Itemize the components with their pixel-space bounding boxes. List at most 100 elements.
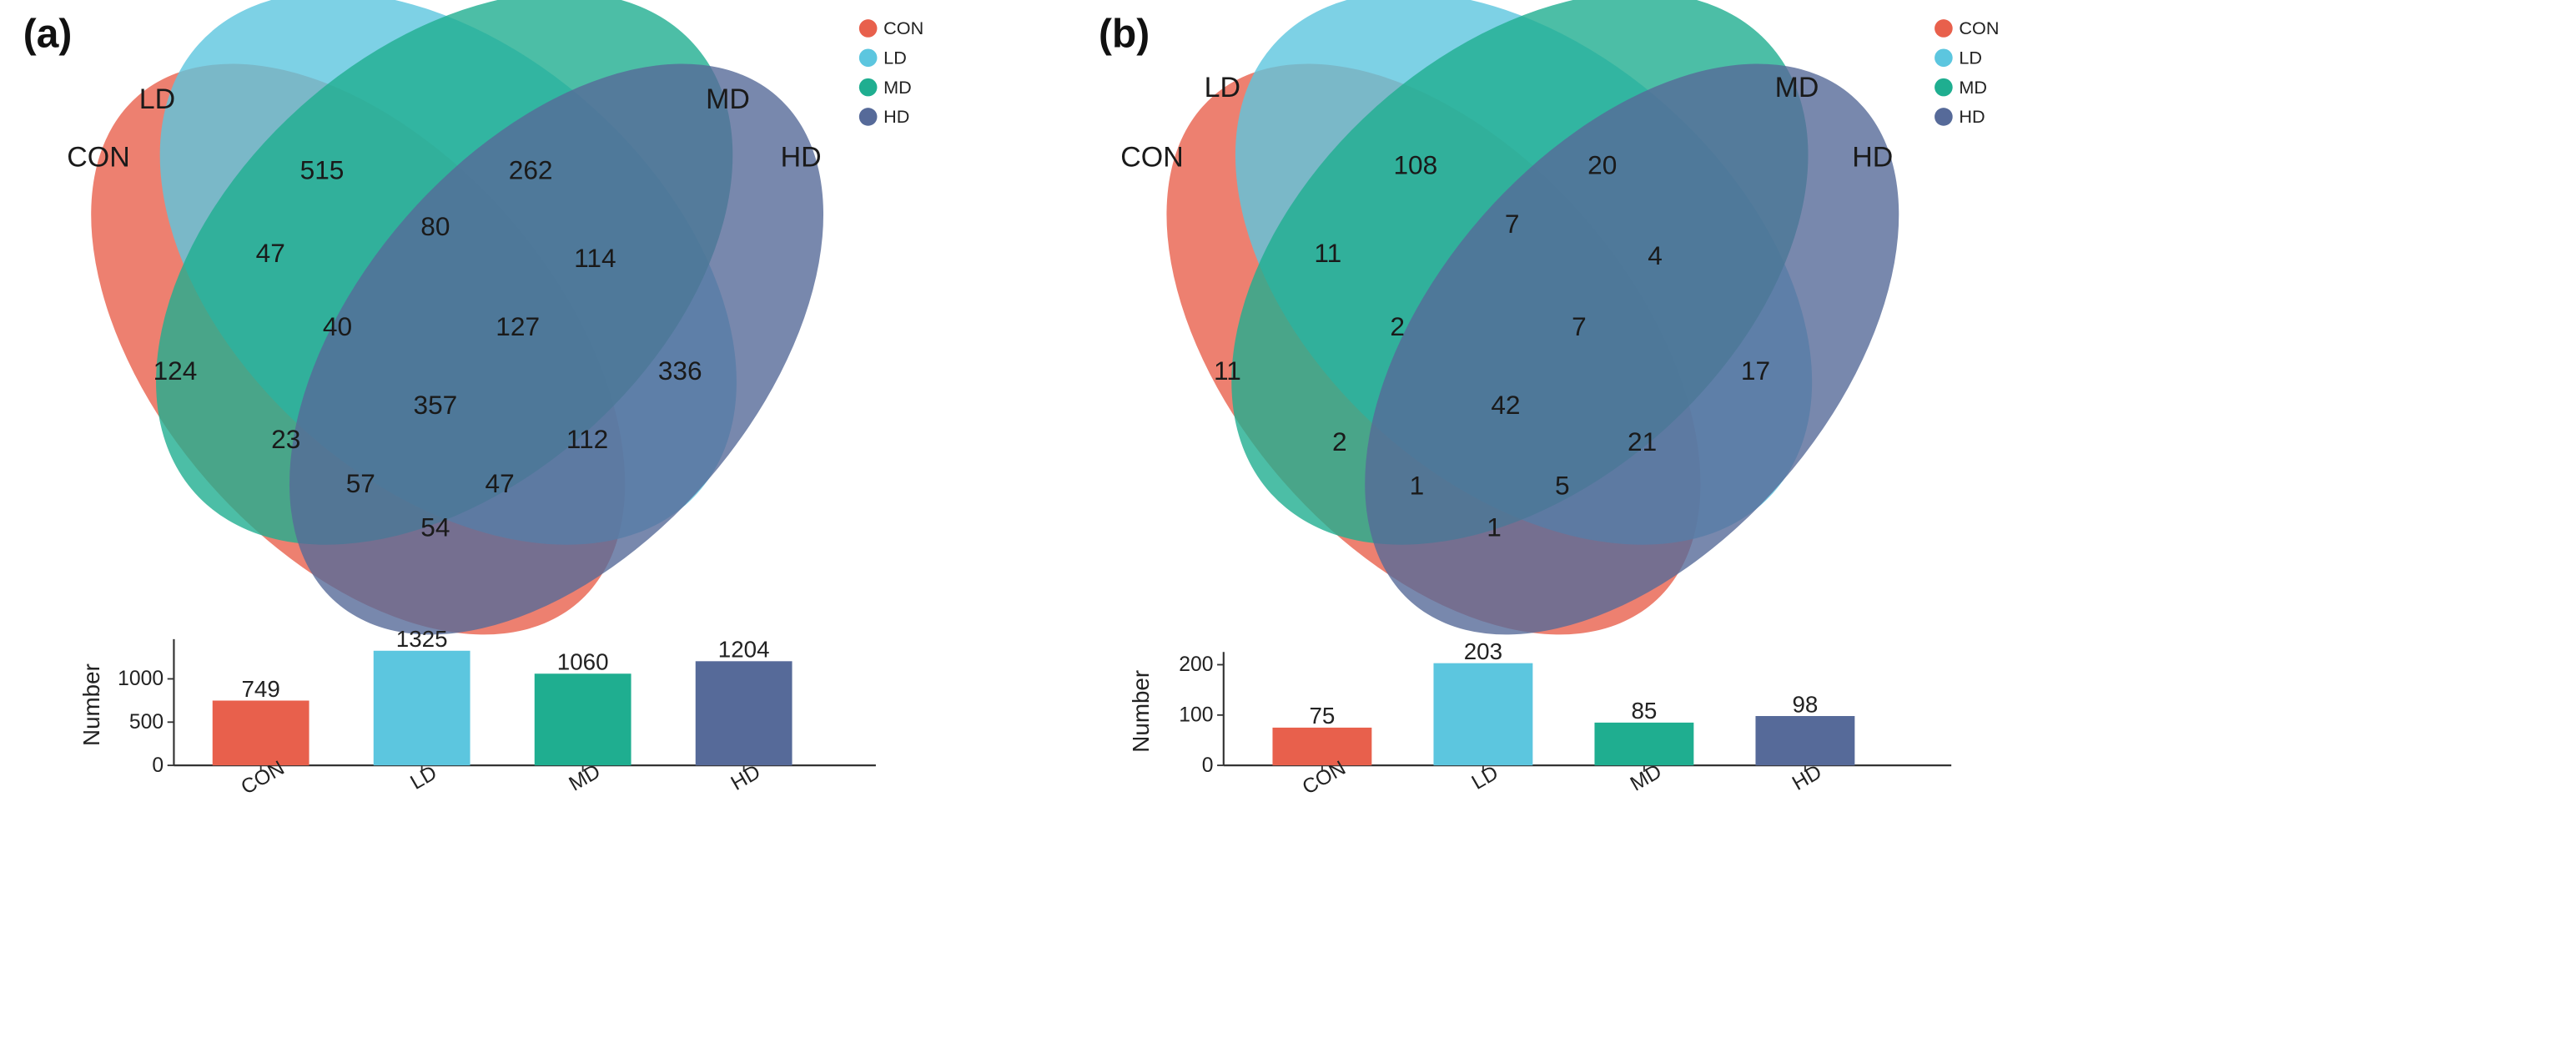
- bar-value-con: 75: [1309, 703, 1335, 729]
- legend-swatch-md: [858, 78, 878, 97]
- legend-item-ld: LD: [1935, 48, 1982, 68]
- y-tick-label: 200: [1179, 653, 1213, 676]
- y-tick-label: 100: [1179, 704, 1213, 727]
- venn-ellipse-hd: [1365, 63, 1899, 635]
- y-tick-label: 0: [1202, 754, 1214, 777]
- legend-swatch-con: [1935, 19, 1953, 38]
- venn-region-hd: 336: [658, 356, 702, 386]
- venn-set-label-md: MD: [1775, 72, 1819, 103]
- venn-region-ld: 515: [300, 154, 345, 184]
- legend-label-con: CON: [1959, 18, 1999, 38]
- legend-label-con: CON: [883, 18, 923, 38]
- venn-set-label-hd: HD: [781, 141, 822, 173]
- y-axis-title: Number: [78, 663, 104, 746]
- legend-swatch-ld: [1935, 48, 1953, 68]
- venn-set-label-md: MD: [706, 83, 750, 115]
- legend-item-hd: HD: [1935, 106, 1985, 127]
- bar-ld: [373, 650, 470, 766]
- venn-ellipse-hd: [289, 63, 824, 635]
- venn-set-label-ld: LD: [1205, 72, 1240, 103]
- bar-md: [1594, 722, 1694, 766]
- legend-label-md: MD: [1959, 77, 1987, 98]
- legend-label-hd: HD: [1959, 106, 1985, 127]
- legend-swatch-con: [858, 19, 878, 38]
- legend-item-con: CON: [858, 18, 923, 38]
- legend-swatch-md: [1935, 78, 1953, 97]
- legend-swatch-hd: [1935, 108, 1953, 126]
- legend: CON LD MD HD: [1935, 18, 1999, 127]
- y-tick-label: 1000: [118, 668, 164, 690]
- legend-item-md: MD: [858, 77, 912, 98]
- legend-label-md: MD: [883, 77, 912, 98]
- venn-region-con-md-hd: 1: [1410, 471, 1425, 501]
- bar-value-ld: 1325: [396, 626, 448, 652]
- venn-region-ld-md-hd: 127: [496, 311, 540, 341]
- bar-md: [534, 673, 631, 766]
- legend-swatch-ld: [858, 48, 878, 68]
- venn-region-md: 20: [1587, 149, 1617, 179]
- bar-value-md: 85: [1631, 698, 1657, 724]
- legend-item-hd: HD: [858, 106, 909, 127]
- y-tick-label: 500: [129, 711, 164, 734]
- legend-label-ld: LD: [883, 48, 907, 68]
- legend-item-ld: LD: [858, 48, 907, 68]
- venn-region-ld: 108: [1393, 149, 1437, 179]
- venn-region-con-ld: 47: [256, 238, 285, 268]
- venn-set-label-hd: HD: [1852, 141, 1893, 173]
- legend: CON LD MD HD: [858, 18, 923, 127]
- venn-set-label-ld: LD: [139, 83, 175, 115]
- panel-a: (a) CON LD MD HD 515 262 124 336 47 80 114 40 127 357 2…: [23, 0, 923, 799]
- bar-value-hd: 1204: [718, 637, 770, 663]
- legend-label-hd: HD: [883, 106, 909, 127]
- legend-swatch-hd: [858, 108, 878, 126]
- venn-set-label-con: CON: [1120, 141, 1183, 173]
- bar-hd: [1755, 716, 1855, 766]
- venn-region-con-ld-md-hd: 357: [413, 390, 457, 420]
- venn-region-con-ld-md: 2: [1390, 311, 1405, 341]
- venn-region-con-ld-md-hd: 42: [1491, 390, 1520, 420]
- panel-label: (a): [23, 12, 72, 56]
- y-tick-label: 0: [152, 754, 164, 777]
- legend-item-con: CON: [1935, 18, 1999, 38]
- venn-region-ld-hd: 21: [1628, 426, 1657, 456]
- venn-region-con-ld-md: 40: [323, 311, 352, 341]
- venn-region-ld-md: 80: [420, 211, 450, 241]
- bar-hd: [695, 661, 792, 766]
- bar-value-hd: 98: [1792, 691, 1818, 717]
- legend-item-md: MD: [1935, 77, 1987, 98]
- venn-region-ld-hd: 112: [566, 424, 608, 454]
- venn-diagram: CON LD MD HD 515 262 124 336 47 80 114 40 127 357 23 11…: [67, 0, 824, 635]
- bar-con: [212, 700, 309, 766]
- venn-region-con-md: 2: [1332, 426, 1347, 456]
- panel-label: (b): [1099, 12, 1150, 56]
- venn-region-con-md-hd: 57: [346, 468, 375, 498]
- category-label-ld: LD: [1468, 762, 1502, 794]
- venn-region-md-hd: 4: [1648, 240, 1663, 270]
- legend-label-ld: LD: [1959, 48, 1982, 68]
- venn-region-con-ld: 11: [1314, 238, 1341, 268]
- category-label-ld: LD: [407, 762, 441, 794]
- venn-region-con: 11: [1214, 356, 1241, 386]
- bar-value-con: 749: [241, 676, 279, 702]
- venn-region-ld-md: 7: [1505, 209, 1520, 239]
- venn-region-con-hd: 54: [420, 512, 450, 542]
- y-axis-title: Number: [1128, 670, 1154, 753]
- venn-set-label-con: CON: [67, 141, 129, 173]
- venn-region-md-hd: 114: [574, 243, 616, 273]
- venn-region-hd: 17: [1741, 356, 1770, 386]
- bar-value-ld: 203: [1464, 638, 1502, 664]
- bar-ld: [1433, 663, 1533, 766]
- venn-region-con-hd: 1: [1487, 512, 1502, 542]
- venn-region-md: 262: [509, 154, 553, 184]
- bar-con: [1272, 727, 1372, 766]
- bar-value-md: 1060: [557, 649, 609, 675]
- venn-region-con: 124: [153, 356, 198, 386]
- venn-region-con-ld-hd: 47: [485, 468, 514, 498]
- venn-region-ld-md-hd: 7: [1572, 311, 1587, 341]
- venn-region-con-ld-hd: 5: [1555, 471, 1570, 501]
- venn-region-con-md: 23: [271, 424, 300, 454]
